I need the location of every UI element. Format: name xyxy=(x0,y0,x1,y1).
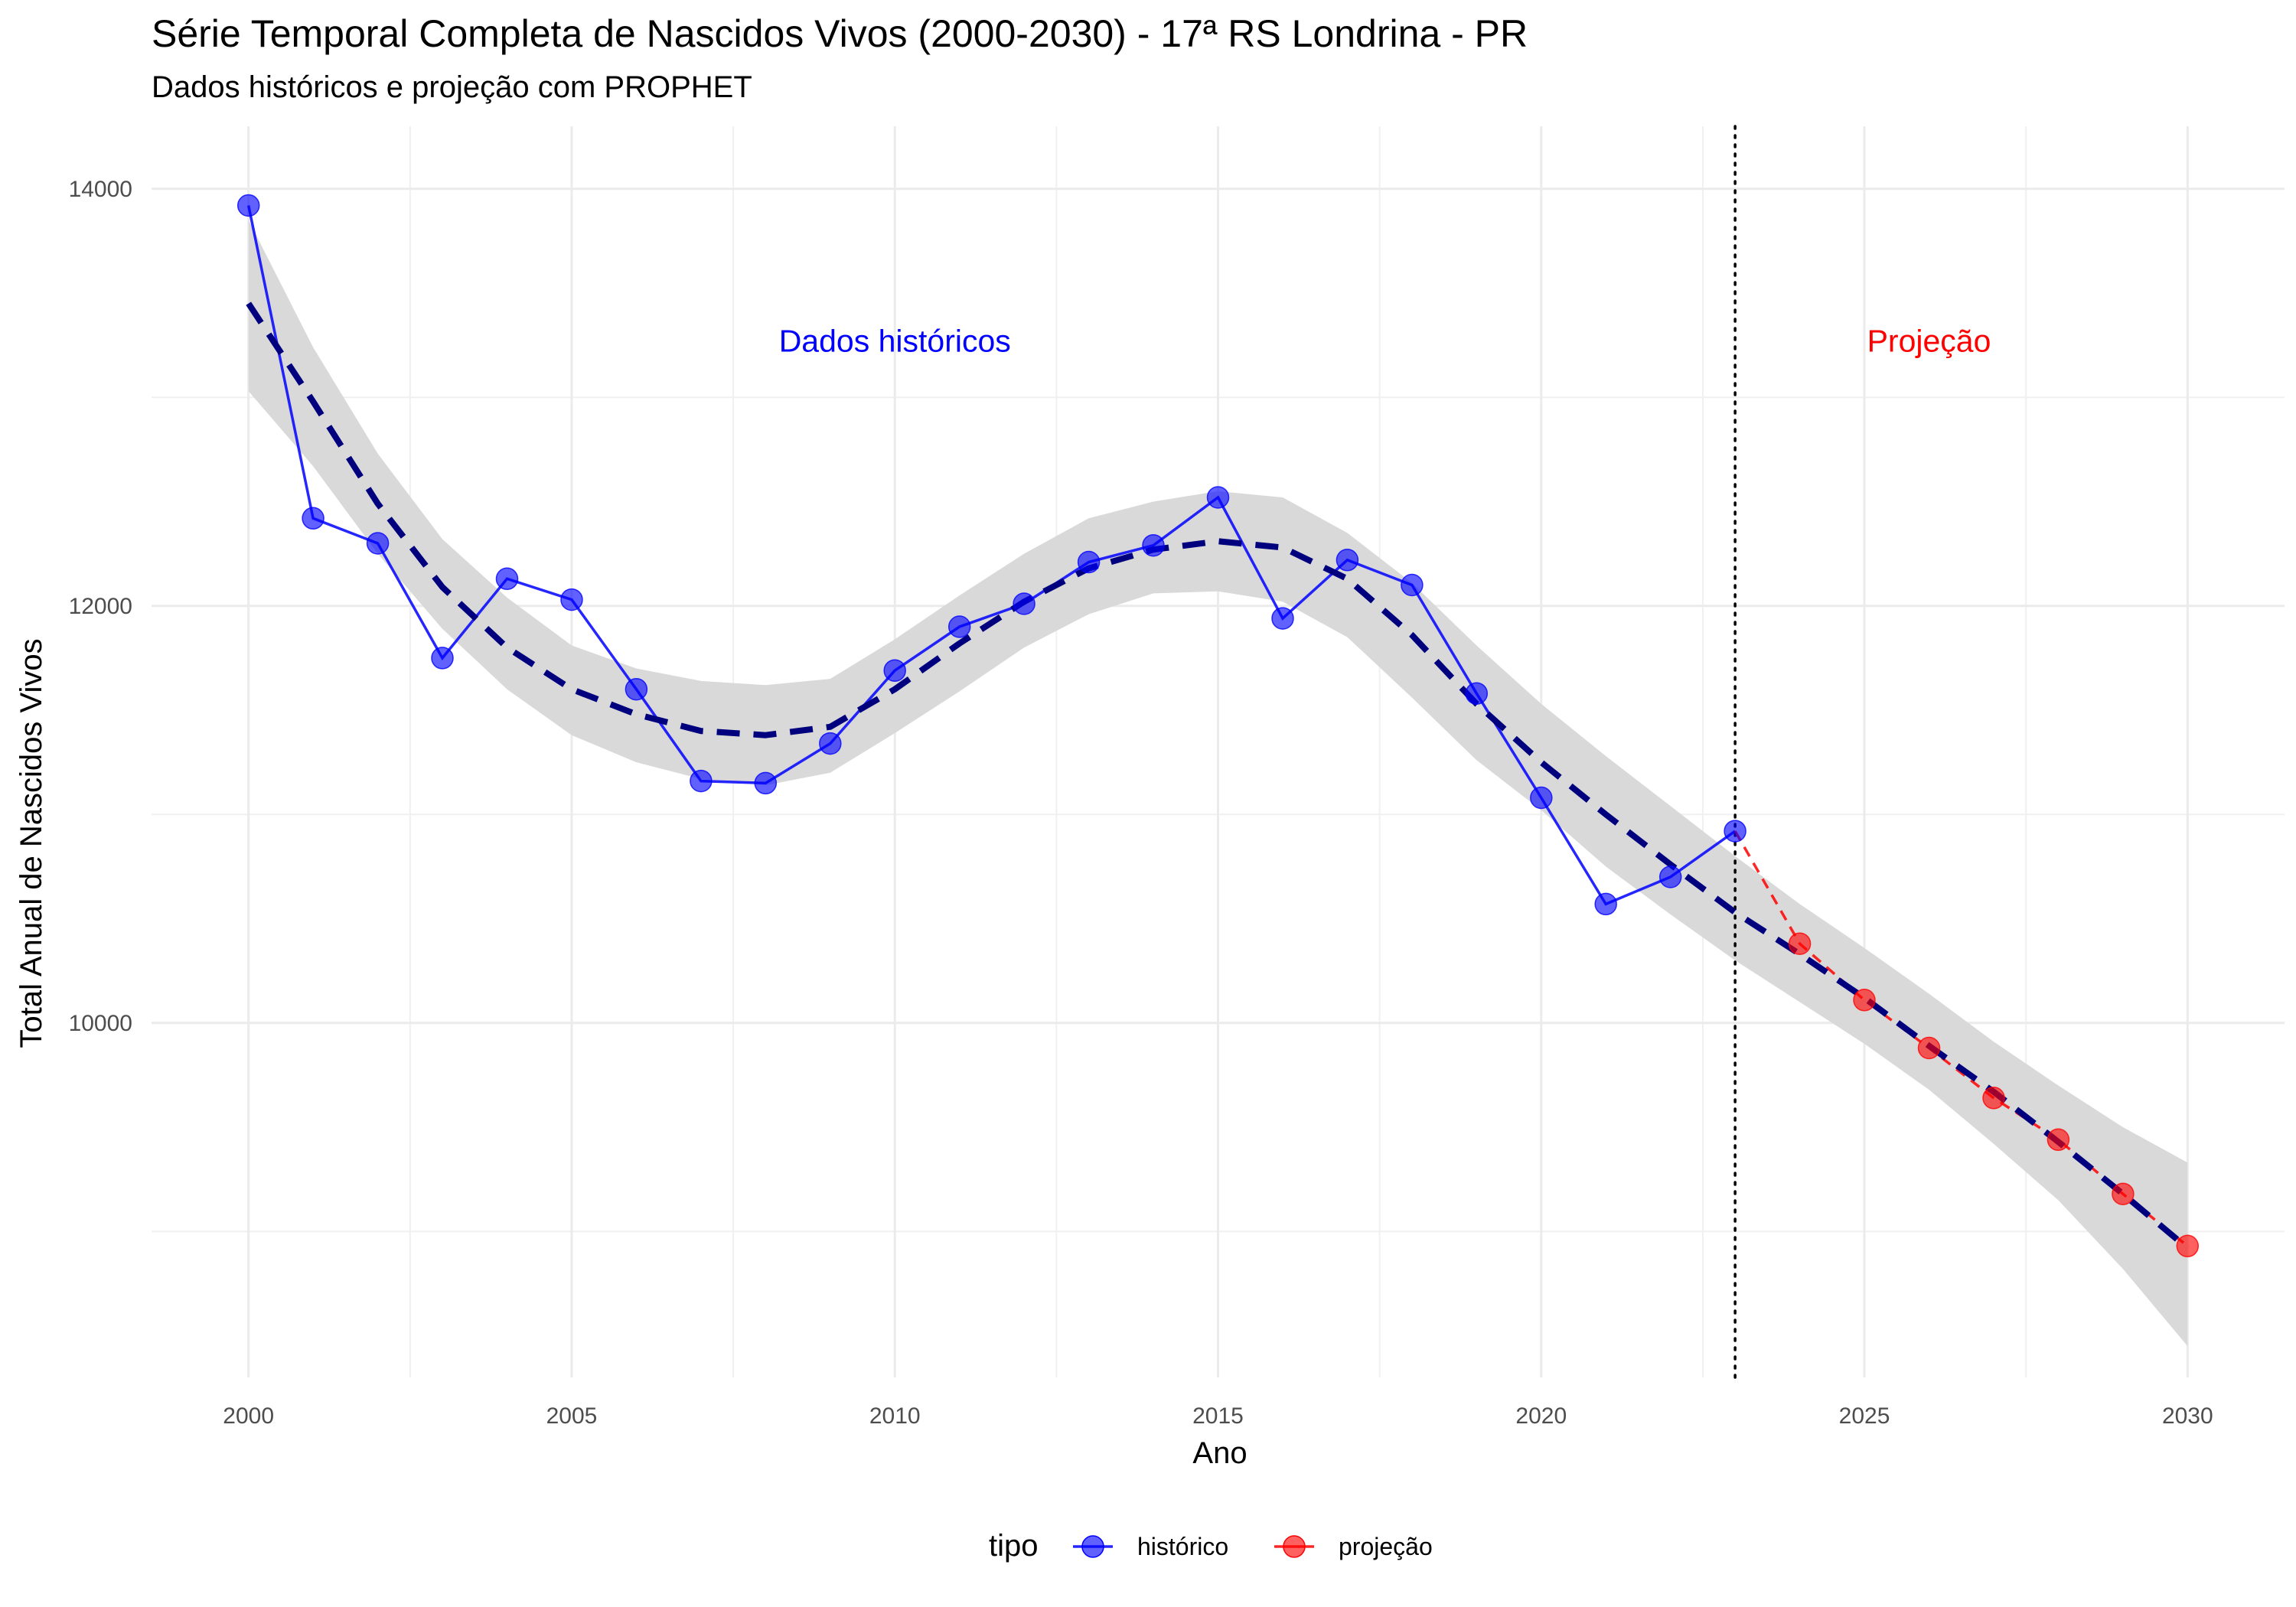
data-point-0 xyxy=(1206,486,1230,509)
data-point-0 xyxy=(1077,550,1101,574)
plot-area: Dados históricos Projeção 2000 2005 2010 2015… xyxy=(69,125,2285,1429)
data-point-0 xyxy=(1142,533,1165,557)
data-point-0 xyxy=(431,647,454,670)
data-point-1 xyxy=(1982,1087,2005,1110)
annotation-0: Dados históricos xyxy=(779,323,1011,358)
data-point-0 xyxy=(1724,820,1746,843)
legend-key-point xyxy=(1283,1535,1306,1558)
data-point-0 xyxy=(1401,573,1424,597)
y-tick-label: 14000 xyxy=(69,177,132,202)
legend-label-1: projeção xyxy=(1339,1533,1433,1560)
series-line-1 xyxy=(1733,830,2189,1247)
data-point-0 xyxy=(1658,865,1682,888)
data-point-0 xyxy=(754,771,778,795)
data-point-0 xyxy=(1336,549,1359,572)
legend-key-point xyxy=(1081,1535,1104,1558)
x-tick-label: 2000 xyxy=(223,1403,274,1429)
data-point-0 xyxy=(236,194,260,217)
data-point-0 xyxy=(690,769,713,793)
chart-title: Série Temporal Completa de Nascidos Vivo… xyxy=(152,12,1528,55)
series-line-0 xyxy=(246,205,1737,906)
x-tick-label: 2025 xyxy=(1839,1403,1890,1429)
y-axis-title: Total Anual de Nascidos Vivos xyxy=(15,638,48,1048)
data-point-0 xyxy=(1594,892,1617,916)
data-point-0 xyxy=(883,659,906,682)
chart-subtitle: Dados históricos e projeção com PROPHET xyxy=(152,70,752,104)
data-point-0 xyxy=(1465,682,1489,705)
data-point-1 xyxy=(1917,1036,1941,1060)
x-tick-label: 2015 xyxy=(1192,1403,1244,1429)
data-point-0 xyxy=(625,677,648,701)
data-point-0 xyxy=(560,588,583,611)
data-point-0 xyxy=(1271,607,1294,630)
legend-title: tipo xyxy=(989,1529,1039,1563)
x-tick-label: 2020 xyxy=(1515,1403,1567,1429)
data-point-1 xyxy=(1788,932,1812,955)
data-point-1 xyxy=(2047,1128,2070,1152)
x-tick-label: 2005 xyxy=(546,1403,598,1429)
legend: tipo histórico projeção xyxy=(989,1529,1433,1563)
data-point-0 xyxy=(1530,786,1553,810)
data-point-1 xyxy=(2112,1182,2135,1205)
x-axis-title: Ano xyxy=(1192,1436,1247,1470)
x-tick-label: 2010 xyxy=(869,1403,921,1429)
data-point-1 xyxy=(1853,989,1876,1012)
data-point-0 xyxy=(819,732,842,755)
legend-label-0: histórico xyxy=(1137,1533,1228,1560)
data-point-0 xyxy=(366,532,390,555)
y-tick-label: 10000 xyxy=(69,1011,132,1036)
y-tick-label: 12000 xyxy=(69,594,132,619)
data-point-0 xyxy=(495,567,519,591)
annotation-1: Projeção xyxy=(1867,323,1991,358)
x-tick-label: 2030 xyxy=(2162,1403,2213,1429)
data-point-0 xyxy=(1013,592,1035,615)
data-point-1 xyxy=(2176,1234,2200,1258)
data-point-0 xyxy=(947,615,971,638)
data-point-0 xyxy=(302,507,325,530)
